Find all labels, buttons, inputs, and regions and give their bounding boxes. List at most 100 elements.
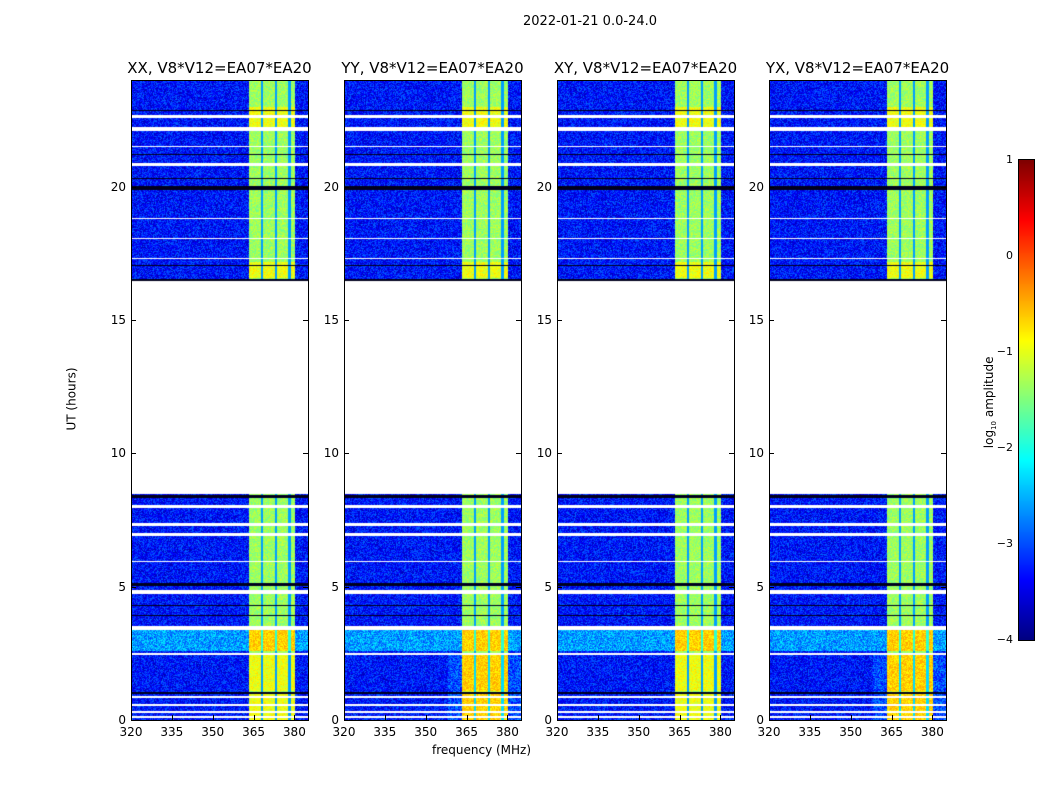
x-tick-label: 335 <box>373 725 397 739</box>
y-tick-mark <box>131 453 136 455</box>
y-tick-label: 15 <box>536 313 552 327</box>
x-tick-label: 335 <box>586 725 610 739</box>
y-tick-label: 5 <box>118 579 126 594</box>
y-tick-label: 15 <box>110 313 126 327</box>
x-tick-mark <box>720 715 722 720</box>
x-tick-label: 335 <box>160 725 184 739</box>
y-tick-mark <box>344 186 349 188</box>
y-tick-mark <box>303 453 308 455</box>
y-tick-mark <box>941 453 946 455</box>
y-tick-mark <box>557 586 562 588</box>
y-tick-mark <box>557 720 562 721</box>
figure-title: 2022-01-21 0.0-24.0 <box>523 14 657 29</box>
colorbar-tick-label: −4 <box>996 633 1013 646</box>
y-tick-label: 5 <box>544 579 552 594</box>
y-tick-label: 10 <box>748 446 764 461</box>
panel-title: XX, V8*V12=EA07*EA20 <box>127 59 312 77</box>
colorbar-tick-label: −1 <box>996 345 1013 358</box>
colorbar <box>1019 160 1034 640</box>
x-tick-label: 350 <box>414 725 438 739</box>
y-tick-label: 5 <box>331 579 339 594</box>
y-tick-label: 0 <box>331 713 339 727</box>
x-tick-label: 335 <box>798 725 822 739</box>
y-tick-mark <box>131 186 136 188</box>
x-tick-label: 365 <box>880 725 903 739</box>
y-tick-mark <box>131 320 136 321</box>
y-tick-mark <box>729 720 734 721</box>
x-tick-mark <box>850 715 852 720</box>
y-tick-label: 20 <box>748 179 764 194</box>
x-tick-mark <box>171 715 173 720</box>
y-tick-label: 0 <box>544 713 552 727</box>
y-tick-mark <box>131 586 136 588</box>
x-tick-mark <box>638 715 640 720</box>
x-tick-mark <box>507 715 509 720</box>
y-tick-mark <box>303 586 308 588</box>
y-tick-label: 5 <box>756 579 764 594</box>
x-tick-mark <box>384 715 386 720</box>
x-tick-label: 320 <box>119 725 143 739</box>
panel-title: YY, V8*V12=EA07*EA20 <box>341 59 524 77</box>
y-tick-mark <box>557 320 562 321</box>
y-tick-label: 20 <box>110 179 126 194</box>
y-tick-mark <box>303 186 308 188</box>
y-tick-mark <box>769 186 774 188</box>
y-tick-label: 0 <box>756 713 764 727</box>
y-tick-mark <box>344 320 349 321</box>
x-tick-mark <box>891 715 893 720</box>
y-tick-label: 10 <box>323 446 339 461</box>
y-tick-mark <box>769 586 774 588</box>
x-tick-label: 365 <box>668 725 691 739</box>
x-tick-label: 380 <box>920 725 944 739</box>
y-tick-mark <box>729 320 734 321</box>
y-tick-mark <box>557 453 562 455</box>
y-tick-mark <box>769 720 774 721</box>
x-tick-label: 350 <box>627 725 651 739</box>
x-tick-mark <box>212 715 214 720</box>
x-tick-mark <box>466 715 468 720</box>
heatmap-panel-xx <box>131 80 308 720</box>
x-tick-mark <box>597 715 599 720</box>
y-axis-label: UT (hours) <box>64 367 79 431</box>
x-tick-mark <box>425 715 427 720</box>
y-tick-label: 15 <box>323 313 339 327</box>
x-tick-mark <box>294 715 296 720</box>
x-tick-mark <box>769 715 770 720</box>
y-tick-mark <box>516 586 521 588</box>
y-tick-label: 0 <box>118 713 126 727</box>
x-tick-label: 380 <box>708 725 732 739</box>
y-tick-mark <box>769 453 774 455</box>
x-tick-label: 320 <box>757 725 781 739</box>
y-tick-mark <box>344 453 349 455</box>
x-tick-mark <box>131 715 132 720</box>
y-tick-mark <box>516 720 521 721</box>
y-tick-label: 10 <box>536 446 552 461</box>
colorbar-tick-label: 1 <box>1006 153 1013 166</box>
y-tick-mark <box>303 720 308 721</box>
x-tick-label: 320 <box>545 725 569 739</box>
heatmap-panel-xy <box>557 80 734 720</box>
y-tick-mark <box>769 320 774 321</box>
x-tick-label: 350 <box>201 725 225 739</box>
heatmap-panel-yy <box>344 80 521 720</box>
y-tick-mark <box>557 186 562 188</box>
panel-title: YX, V8*V12=EA07*EA20 <box>765 59 950 77</box>
x-tick-mark <box>253 715 255 720</box>
x-tick-mark <box>344 715 345 720</box>
heatmap-panel-yx <box>769 80 946 720</box>
x-axis-label: frequency (MHz) <box>432 743 532 757</box>
colorbar-label: log10 amplitude <box>981 356 999 449</box>
x-tick-mark <box>679 715 681 720</box>
y-tick-mark <box>941 320 946 321</box>
y-tick-mark <box>344 720 349 721</box>
colorbar-tick-label: 0 <box>1006 249 1013 262</box>
x-tick-mark <box>932 715 934 720</box>
x-tick-label: 380 <box>495 725 519 739</box>
x-tick-label: 365 <box>455 725 478 739</box>
x-tick-mark <box>557 715 558 720</box>
x-tick-label: 320 <box>332 725 356 739</box>
y-tick-mark <box>516 186 521 188</box>
y-tick-mark <box>131 720 136 721</box>
x-tick-mark <box>809 715 811 720</box>
